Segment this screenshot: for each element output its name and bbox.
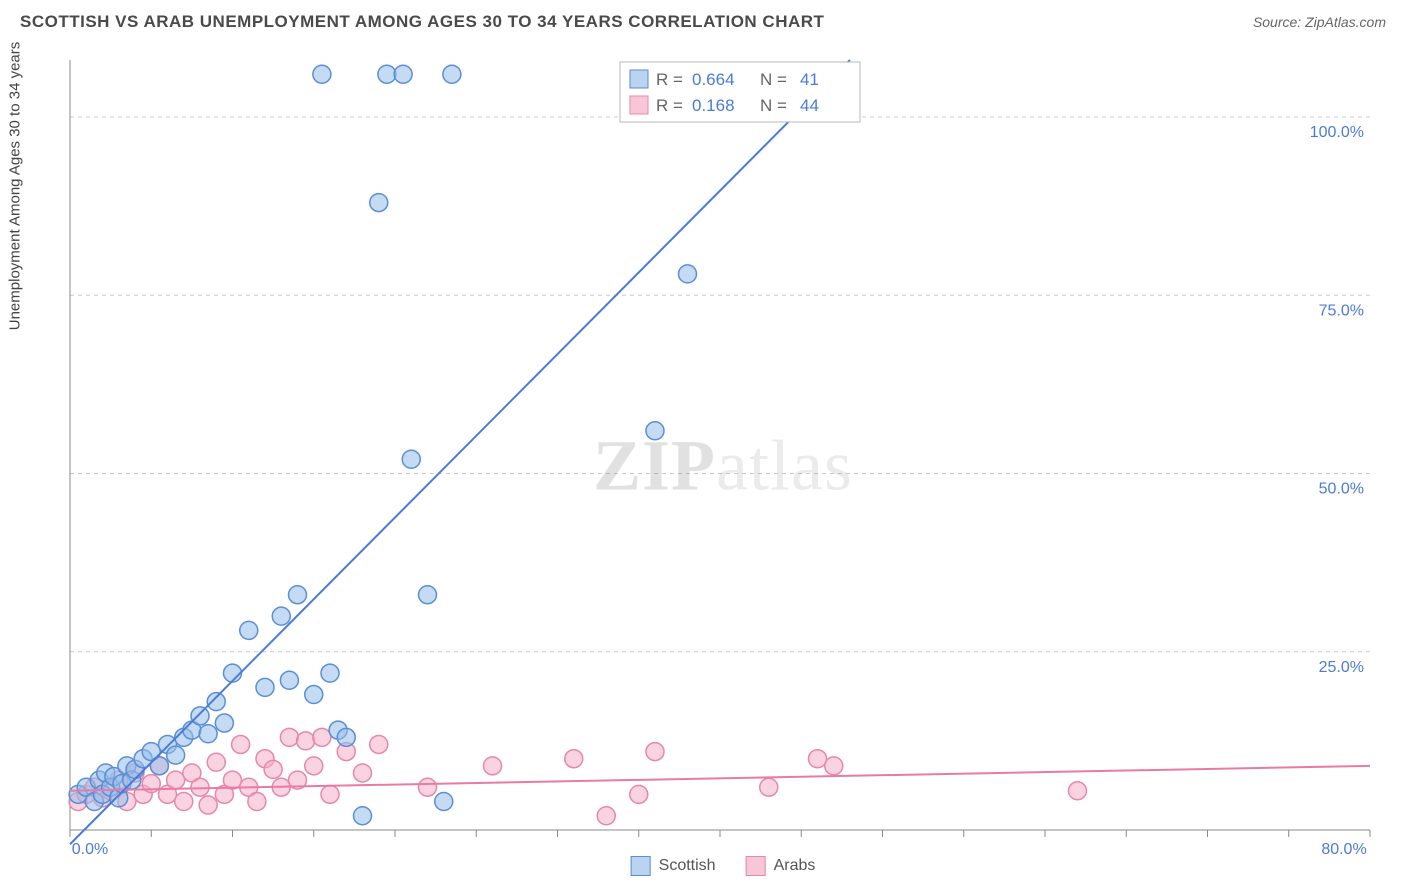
scatter-chart: 25.0% 50.0% 75.0% 100.0% 0.0% 80.0% R = 0.664 N …	[50, 50, 1390, 870]
legend: Scottish Arabs	[631, 856, 816, 876]
legend-item-arabs: Arabs	[746, 856, 816, 876]
svg-text:N =: N =	[760, 70, 787, 89]
svg-text:0.664: 0.664	[692, 70, 735, 89]
header: SCOTTISH VS ARAB UNEMPLOYMENT AMONG AGES…	[0, 0, 1406, 40]
svg-text:80.0%: 80.0%	[1321, 841, 1366, 858]
chart-title: SCOTTISH VS ARAB UNEMPLOYMENT AMONG AGES…	[20, 12, 824, 32]
svg-text:25.0%: 25.0%	[1319, 659, 1364, 676]
legend-label-arabs: Arabs	[774, 857, 816, 875]
svg-text:0.0%: 0.0%	[72, 841, 108, 858]
legend-swatch-arabs	[746, 856, 766, 876]
chart-area: Unemployment Among Ages 30 to 34 years 2…	[50, 50, 1396, 882]
svg-text:44: 44	[800, 96, 819, 115]
svg-text:41: 41	[800, 70, 819, 89]
svg-text:0.168: 0.168	[692, 96, 735, 115]
legend-swatch-scottish	[631, 856, 651, 876]
svg-text:50.0%: 50.0%	[1319, 481, 1364, 498]
svg-text:N =: N =	[760, 96, 787, 115]
legend-label-scottish: Scottish	[659, 857, 716, 875]
svg-text:R =: R =	[656, 96, 683, 115]
svg-text:75.0%: 75.0%	[1319, 302, 1364, 319]
svg-text:R =: R =	[656, 70, 683, 89]
svg-text:100.0%: 100.0%	[1310, 124, 1364, 141]
y-axis-label: Unemployment Among Ages 30 to 34 years	[7, 42, 24, 331]
legend-item-scottish: Scottish	[631, 856, 716, 876]
source-attribution: Source: ZipAtlas.com	[1253, 14, 1386, 30]
